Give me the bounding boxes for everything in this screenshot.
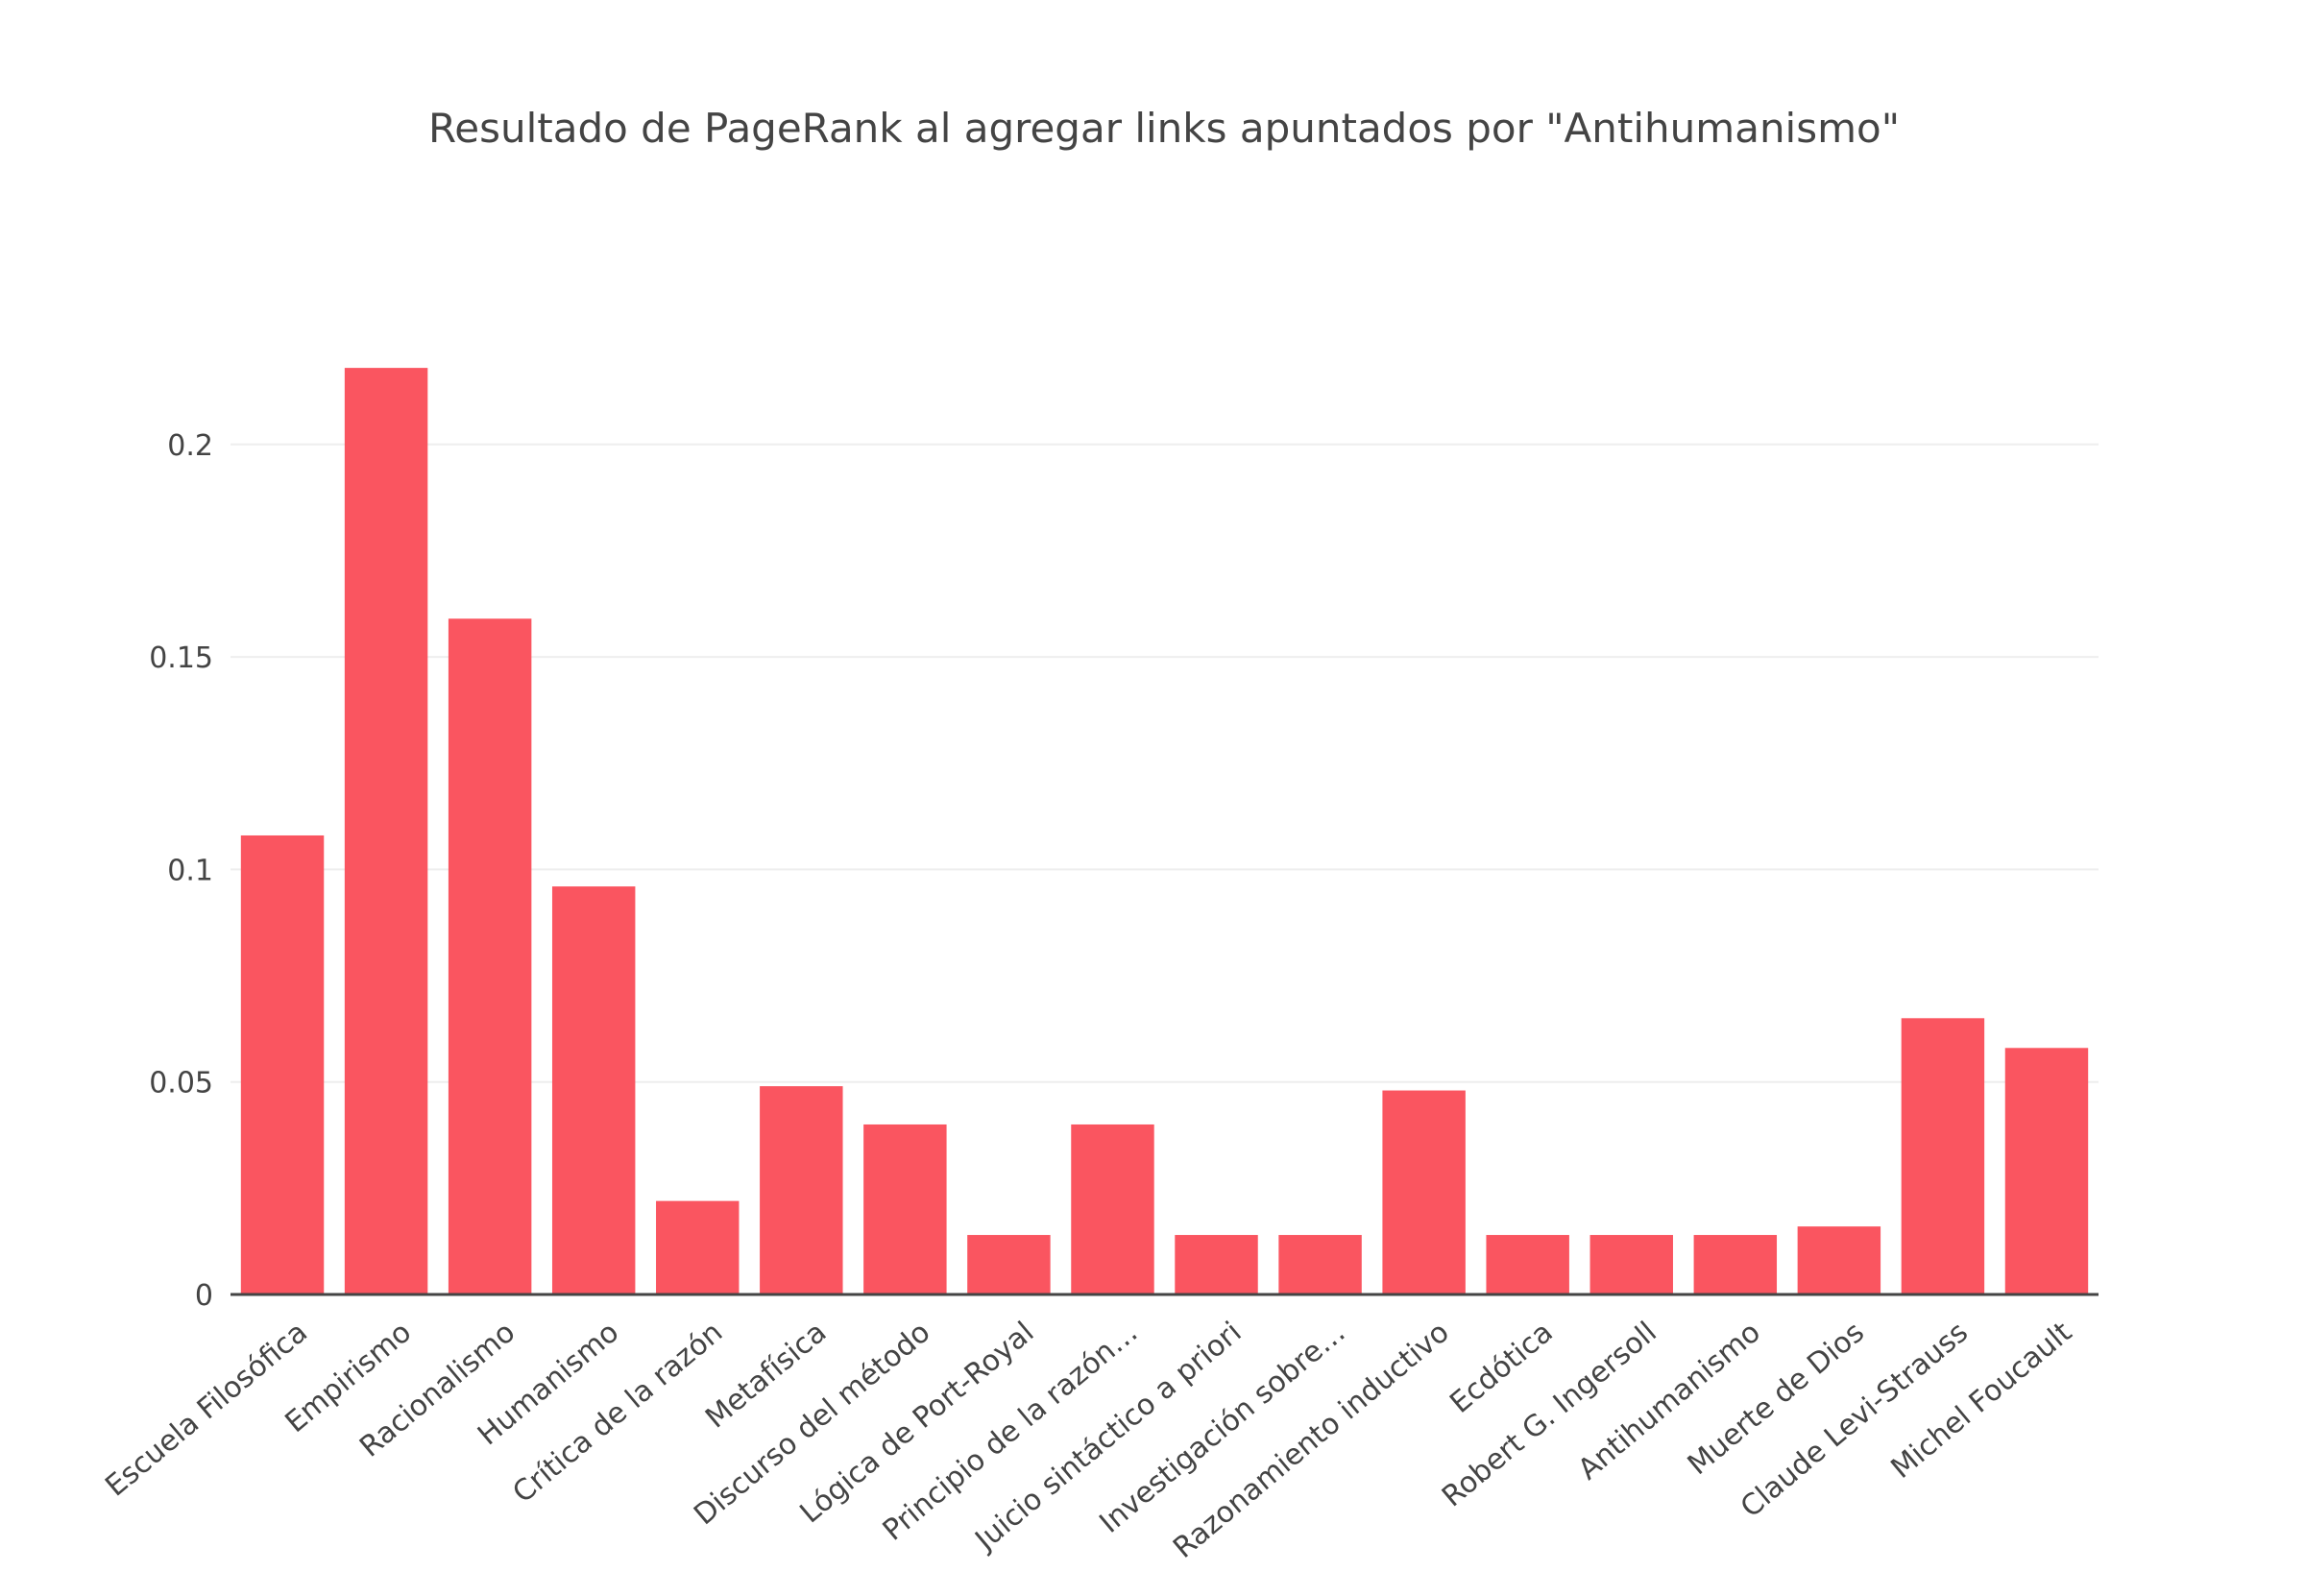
- bar-layer: [240, 368, 2089, 1294]
- x-tick-label: Escuela Filosófica: [99, 1316, 314, 1504]
- y-tick-label: 0: [195, 1279, 213, 1313]
- x-axis-ticks: Escuela FilosóficaEmpirismoRacionalismoH…: [99, 1316, 2078, 1565]
- grid-layer: [230, 443, 2099, 1083]
- bar: [1382, 1090, 1466, 1294]
- bar: [967, 1235, 1051, 1294]
- bar: [2004, 1048, 2089, 1294]
- bar: [344, 368, 428, 1294]
- bar: [1071, 1124, 1154, 1294]
- bar: [1901, 1018, 1985, 1294]
- bar: [1278, 1235, 1362, 1294]
- bar: [656, 1200, 740, 1294]
- y-tick-label: 0.05: [149, 1067, 213, 1100]
- bar: [240, 834, 325, 1294]
- bar: [551, 886, 636, 1294]
- y-axis-ticks: 0 0.05 0.1 0.15 0.2: [149, 429, 213, 1313]
- bar: [1486, 1235, 1569, 1294]
- bar: [1797, 1226, 1881, 1294]
- chart-title: Resultado de PageRank al agregar links a…: [428, 105, 1900, 152]
- bar: [760, 1086, 843, 1294]
- bar: [1589, 1235, 1673, 1294]
- x-tick-label: Muerte de Dios: [1682, 1316, 1871, 1482]
- x-tick-label: Antihumanismo: [1572, 1316, 1767, 1487]
- bar: [448, 618, 532, 1294]
- y-tick-label: 0.1: [167, 854, 213, 887]
- x-tick-label: Michel Foucault: [1885, 1316, 2079, 1486]
- bar: [863, 1124, 947, 1294]
- y-tick-label: 0.15: [149, 641, 213, 675]
- y-tick-label: 0.2: [167, 429, 213, 463]
- bar: [1175, 1235, 1258, 1294]
- bar: [1693, 1235, 1778, 1294]
